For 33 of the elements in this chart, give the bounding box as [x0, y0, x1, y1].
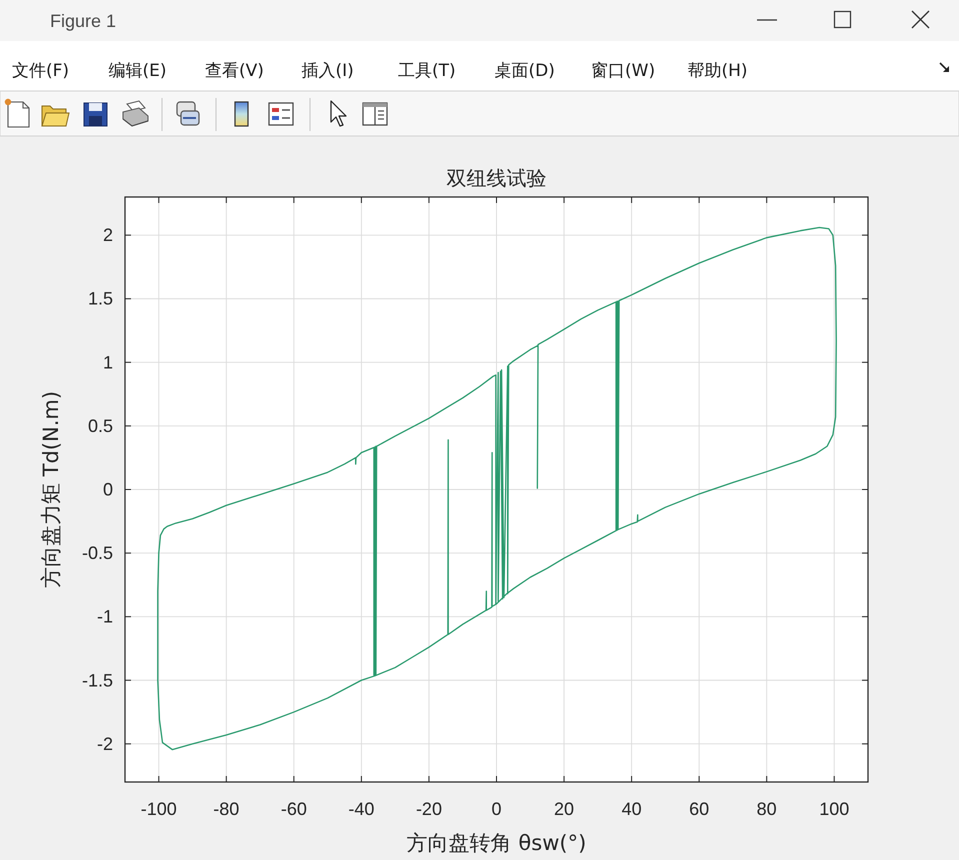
text: 编辑(E)	[108, 61, 167, 81]
line-series	[157, 226, 837, 750]
text: 文件(F)	[12, 61, 70, 81]
y-tick-label: 1	[102, 352, 113, 372]
y-tick-label: 0	[102, 480, 113, 500]
chart-title: 双纽线试验	[446, 166, 546, 190]
text: 帮助(H)	[688, 61, 748, 81]
y-tick-label: -1.5	[82, 670, 113, 690]
x-tick-label: -20	[416, 799, 442, 819]
text: 窗口(W)	[591, 61, 656, 81]
y-axis-title: 方向盘力矩 Td(N.m)	[39, 390, 63, 588]
x-axis-title: 方向盘转角 θsw(°)	[406, 831, 586, 855]
y-tick-label: 1.5	[88, 288, 113, 309]
x-tick-label: -80	[213, 799, 240, 819]
x-tick-label: -100	[140, 799, 177, 819]
x-tick-label: 60	[689, 799, 710, 819]
x-tick-label: 80	[756, 799, 777, 819]
x-tick-label: -60	[280, 799, 307, 819]
caption: Figure 1	[50, 11, 116, 31]
x-tick-label: -40	[348, 799, 374, 819]
y-tick-label: -2	[96, 734, 113, 754]
text: 查看(V)	[205, 61, 264, 81]
text: 插入(I)	[302, 61, 354, 81]
x-tick-label: 20	[554, 799, 574, 819]
y-tick-label: -0.5	[82, 543, 113, 564]
y-tick-label: 2	[102, 225, 113, 246]
text: 桌面(D)	[494, 61, 555, 81]
y-tick-label: -1	[96, 606, 113, 627]
y-tick-label: 0.5	[88, 416, 113, 436]
text: 工具(T)	[398, 61, 456, 81]
x-tick-label: 100	[819, 799, 850, 819]
x-tick-label: 0	[491, 799, 502, 819]
x-tick-label: 40	[622, 799, 642, 819]
